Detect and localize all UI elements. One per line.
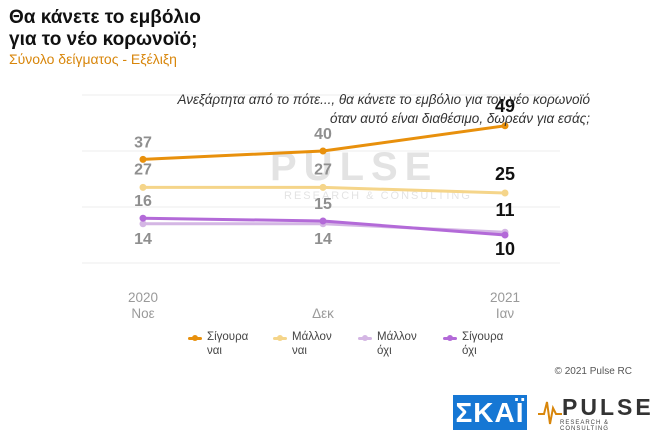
x-tick-label: Ιαν [496, 306, 515, 321]
x-tick-label: 2020 [128, 290, 158, 305]
data-label: 11 [495, 200, 514, 220]
pulse-logo-tagline: RESEARCH & CONSULTING [560, 420, 610, 432]
data-point [501, 189, 509, 197]
legend-label: Σίγουρα ναι [207, 331, 249, 357]
x-tick-label: Νοε [131, 306, 154, 321]
x-tick-label: 2021 [490, 290, 520, 305]
chart-title-line2: για το νέο κορωνοϊό; [9, 29, 198, 50]
data-label: 14 [134, 231, 152, 248]
legend-swatch-mallon-ochi [358, 335, 372, 341]
survey-question-line2: όταν αυτό είναι διαθέσιμο, δωρεάν για εσ… [329, 111, 590, 126]
data-point [139, 183, 147, 191]
pulse-wave-icon [538, 401, 562, 425]
data-label: 37 [134, 134, 152, 151]
legend-swatch-sigoura-nai [188, 335, 202, 341]
copyright-text: © 2021 Pulse RC [554, 366, 632, 377]
x-tick-label: Δεκ [312, 306, 334, 321]
chart-title: Θα κάνετε το εμβόλιο για το νέο κορωνοϊό… [9, 7, 201, 51]
data-label: 16 [134, 193, 152, 210]
data-point [501, 231, 509, 239]
legend-label: Μάλλον όχι [377, 331, 417, 357]
survey-question-line1: Ανεξάρτητα από το πότε..., θα κάνετε το … [177, 92, 590, 107]
chart-legend: Σίγουρα ναι Μάλλον ναι Μάλλον όχι Σίγουρα όχ… [188, 330, 528, 358]
pulse-logo: PULSE RESEARCH & CONSULTING [538, 394, 650, 432]
data-label: 27 [134, 161, 152, 178]
data-point [139, 214, 147, 222]
data-point [319, 183, 327, 191]
chart-title-line1: Θα κάνετε το εμβόλιο [9, 7, 201, 28]
data-point [139, 220, 147, 228]
legend-item-sigoura-nai: Σίγουρα ναι [188, 330, 273, 358]
chart-subtitle: Σύνολο δείγματος - Εξέλιξη [9, 51, 177, 67]
data-point [501, 122, 509, 130]
data-labels: 37 40 49 27 27 25 14 14 11 16 15 10 [134, 96, 515, 259]
data-point [319, 147, 327, 155]
survey-question: Ανεξάρτητα από το πότε..., θα κάνετε το … [130, 90, 590, 128]
data-label: 27 [314, 161, 332, 178]
skai-logo: ΣΚΑΪ [453, 395, 527, 430]
legend-swatch-sigoura-ochi [443, 335, 457, 341]
data-label: 10 [495, 239, 515, 259]
data-label: 14 [314, 231, 332, 248]
data-label: 15 [314, 196, 332, 213]
data-label: 25 [495, 164, 515, 184]
data-label: 49 [495, 96, 515, 116]
legend-item-mallon-nai: Μάλλον ναι [273, 330, 358, 358]
legend-label: Σίγουρα όχι [462, 331, 504, 357]
legend-swatch-mallon-nai [273, 335, 287, 341]
data-point [319, 217, 327, 225]
legend-item-sigoura-ochi: Σίγουρα όχι [443, 330, 528, 358]
series-lines [139, 122, 509, 239]
legend-label: Μάλλον ναι [292, 331, 332, 357]
pulse-logo-word: PULSE [562, 394, 650, 420]
data-point [139, 155, 147, 163]
data-label: 40 [314, 126, 332, 143]
watermark-tagline: RESEARCH & CONSULTING [284, 190, 472, 202]
legend-item-mallon-ochi: Μάλλον όχι [358, 330, 443, 358]
